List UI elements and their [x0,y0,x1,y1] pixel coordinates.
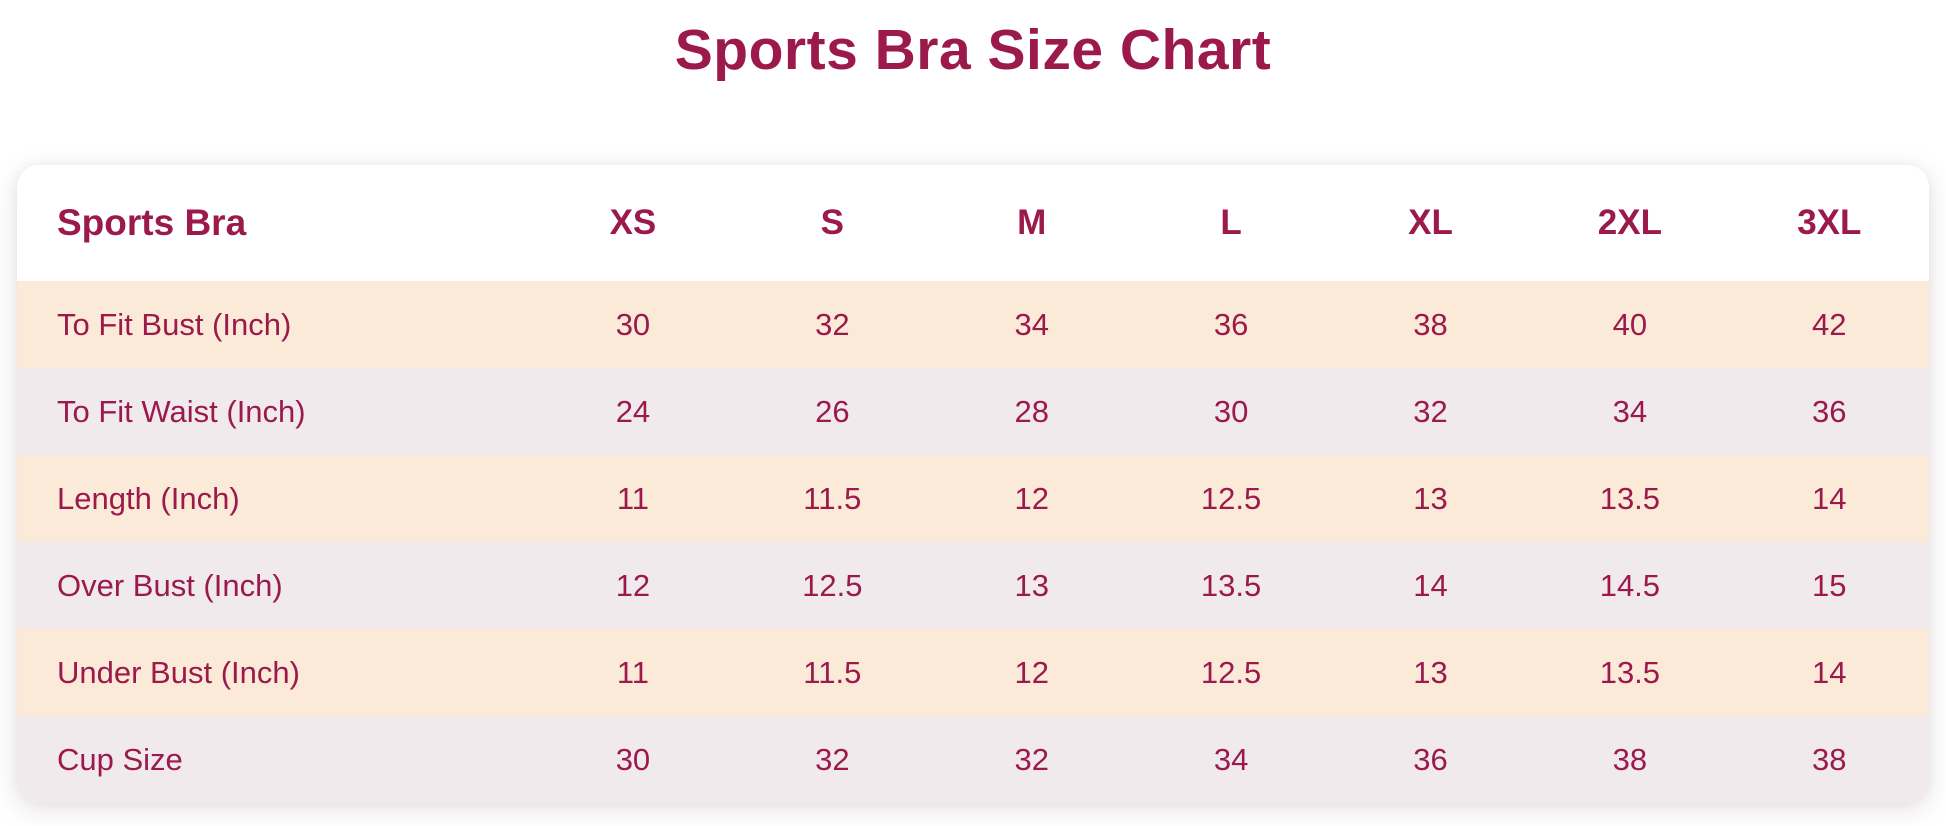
cell-value: 13.5 [1530,629,1730,716]
table-header: Sports Bra XS S M L XL 2XL 3XL [17,165,1929,281]
table-row: Length (Inch) 11 11.5 12 12.5 13 13.5 14 [17,455,1929,542]
cell-value: 34 [932,281,1132,368]
column-header-size-l: L [1131,165,1331,281]
cell-value: 32 [1330,368,1531,455]
row-label: To Fit Bust (Inch) [17,281,534,368]
table-row: To Fit Bust (Inch) 30 32 34 36 38 40 42 [17,281,1929,368]
row-label: Length (Inch) [17,455,534,542]
cell-value: 36 [1330,716,1531,803]
cell-value: 12 [932,455,1132,542]
cell-value: 13 [1330,629,1531,716]
size-chart-table: Sports Bra XS S M L XL 2XL 3XL To Fit Bust (Inc… [17,165,1929,803]
cell-value: 11 [533,629,733,716]
cell-value: 12 [533,542,733,629]
table-body: To Fit Bust (Inch) 30 32 34 36 38 40 42 To Fit W… [17,281,1929,803]
cell-value: 13 [1330,455,1531,542]
cell-value: 12 [932,629,1132,716]
row-label: Over Bust (Inch) [17,542,534,629]
cell-value: 38 [1729,716,1929,803]
cell-value: 26 [732,368,933,455]
row-label: To Fit Waist (Inch) [17,368,534,455]
cell-value: 30 [533,716,733,803]
column-header-size-3xl: 3XL [1729,165,1929,281]
column-header-size-xs: XS [533,165,733,281]
column-header-size-m: M [932,165,1132,281]
cell-value: 14 [1729,629,1929,716]
cell-value: 36 [1729,368,1929,455]
cell-value: 12.5 [1131,629,1331,716]
cell-value: 11.5 [732,629,933,716]
cell-value: 42 [1729,281,1929,368]
cell-value: 24 [533,368,733,455]
cell-value: 12.5 [1131,455,1331,542]
cell-value: 11 [533,455,733,542]
cell-value: 11.5 [732,455,933,542]
cell-value: 13.5 [1131,542,1331,629]
cell-value: 15 [1729,542,1929,629]
cell-value: 32 [732,716,933,803]
cell-value: 14.5 [1530,542,1730,629]
table-row: To Fit Waist (Inch) 24 26 28 30 32 34 36 [17,368,1929,455]
table-row: Over Bust (Inch) 12 12.5 13 13.5 14 14.5 15 [17,542,1929,629]
column-header-size-s: S [732,165,933,281]
table-row: Under Bust (Inch) 11 11.5 12 12.5 13 13.5 14 [17,629,1929,716]
cell-value: 30 [1131,368,1331,455]
cell-value: 12.5 [732,542,933,629]
cell-value: 30 [533,281,733,368]
cell-value: 14 [1729,455,1929,542]
cell-value: 32 [932,716,1132,803]
header-row: Sports Bra XS S M L XL 2XL 3XL [17,165,1929,281]
cell-value: 28 [932,368,1132,455]
cell-value: 32 [732,281,933,368]
cell-value: 13 [932,542,1132,629]
cell-value: 36 [1131,281,1331,368]
row-label: Under Bust (Inch) [17,629,534,716]
row-label: Cup Size [17,716,534,803]
column-header-size-xl: XL [1330,165,1531,281]
cell-value: 14 [1330,542,1531,629]
size-chart-card: Sports Bra XS S M L XL 2XL 3XL To Fit Bust (Inc… [17,165,1929,803]
cell-value: 38 [1530,716,1730,803]
cell-value: 38 [1330,281,1531,368]
cell-value: 34 [1131,716,1331,803]
column-header-size-2xl: 2XL [1530,165,1730,281]
cell-value: 13.5 [1530,455,1730,542]
page-title: Sports Bra Size Chart [674,18,1272,82]
table-row: Cup Size 30 32 32 34 36 38 38 [17,716,1929,803]
column-header-label: Sports Bra [17,165,534,281]
cell-value: 40 [1530,281,1730,368]
cell-value: 34 [1530,368,1730,455]
